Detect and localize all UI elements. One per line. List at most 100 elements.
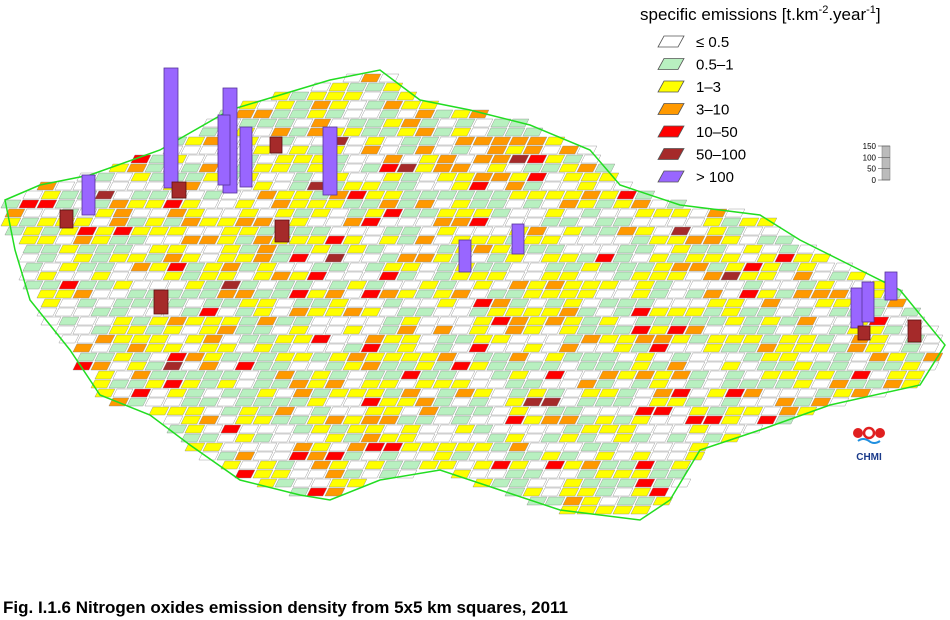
- grid-tile: [400, 388, 422, 398]
- grid-tile: [760, 316, 782, 326]
- grid-tile: [292, 370, 314, 380]
- grid-tile: [594, 307, 616, 317]
- grid-tile: [472, 244, 494, 254]
- grid-tile: [688, 208, 710, 218]
- grid-tile: [144, 343, 166, 353]
- grid-tile: [180, 361, 202, 371]
- grid-tile: [400, 262, 422, 272]
- grid-tile: [576, 433, 598, 443]
- grid-tile: [382, 424, 404, 434]
- grid-tile: [612, 469, 634, 479]
- grid-tile: [526, 208, 548, 218]
- grid-tile: [40, 244, 62, 254]
- grid-tile: [846, 361, 868, 371]
- grid-tile: [22, 244, 44, 254]
- grid-tile: [882, 361, 904, 371]
- grid-tile: [378, 91, 400, 101]
- grid-tile: [540, 181, 562, 191]
- grid-tile: [706, 262, 728, 272]
- grid-tile: [882, 307, 904, 317]
- grid-tile: [814, 298, 836, 308]
- grid-tile: [346, 100, 368, 110]
- grid-tile: [562, 208, 584, 218]
- grid-tile: [328, 352, 350, 362]
- grid-tile: [468, 181, 490, 191]
- grid-tile: [450, 163, 472, 173]
- grid-tile: [220, 334, 242, 344]
- grid-tile: [184, 190, 206, 200]
- grid-tile: [288, 397, 310, 407]
- grid-tile: [576, 469, 598, 479]
- grid-tile: [274, 316, 296, 326]
- grid-tile: [328, 316, 350, 326]
- grid-tile: [720, 325, 742, 335]
- grid-tile: [814, 352, 836, 362]
- grid-tile: [526, 406, 548, 416]
- grid-tile: [414, 163, 436, 173]
- grid-tile: [238, 226, 260, 236]
- grid-tile: [324, 361, 346, 371]
- grid-tile: [396, 145, 418, 155]
- grid-tile: [472, 370, 494, 380]
- grid-tile: [90, 325, 112, 335]
- grid-tile: [54, 235, 76, 245]
- grid-tile: [310, 424, 332, 434]
- grid-tile: [324, 253, 346, 263]
- grid-tile: [670, 334, 692, 344]
- grid-tile: [252, 343, 274, 353]
- grid-tile: [594, 487, 616, 497]
- grid-tile: [130, 226, 152, 236]
- grid-tile: [342, 415, 364, 425]
- grid-tile: [378, 163, 400, 173]
- grid-tile: [58, 262, 80, 272]
- grid-tile: [202, 244, 224, 254]
- grid-tile: [36, 235, 58, 245]
- grid-tile: [310, 334, 332, 344]
- grid-tile: [616, 208, 638, 218]
- grid-tile: [112, 172, 134, 182]
- grid-tile: [108, 379, 130, 389]
- grid-tile: [630, 325, 652, 335]
- grid-tile: [364, 262, 386, 272]
- grid-tile: [256, 244, 278, 254]
- grid-tile: [724, 406, 746, 416]
- grid-tile: [666, 325, 688, 335]
- grid-tile: [778, 262, 800, 272]
- grid-tile: [688, 226, 710, 236]
- grid-tile: [238, 424, 260, 434]
- grid-tile: [486, 397, 508, 407]
- grid-tile: [522, 199, 544, 209]
- grid-tile: [180, 397, 202, 407]
- grid-tile: [220, 460, 242, 470]
- grid-tile: [346, 442, 368, 452]
- grid-tile: [328, 280, 350, 290]
- grid-tile: [454, 370, 476, 380]
- grid-tile: [72, 235, 94, 245]
- grid-tile: [436, 388, 458, 398]
- grid-tile: [414, 181, 436, 191]
- grid-tile: [526, 352, 548, 362]
- grid-tile: [418, 334, 440, 344]
- grid-tile: [630, 433, 652, 443]
- grid-tile: [184, 208, 206, 218]
- grid-tile: [180, 145, 202, 155]
- grid-tile: [468, 415, 490, 425]
- grid-tile: [468, 397, 490, 407]
- grid-tile: [540, 307, 562, 317]
- grid-tile: [634, 316, 656, 326]
- grid-tile: [360, 271, 382, 281]
- grid-tile: [310, 388, 332, 398]
- grid-tile: [310, 118, 332, 128]
- grid-tile: [468, 361, 490, 371]
- grid-tile: [882, 325, 904, 335]
- grid-tile: [720, 217, 742, 227]
- grid-tile: [382, 118, 404, 128]
- grid-tile: [522, 451, 544, 461]
- grid-tile: [342, 253, 364, 263]
- grid-tile: [130, 172, 152, 182]
- grid-tile: [810, 379, 832, 389]
- grid-tile: [234, 469, 256, 479]
- grid-tile: [648, 451, 670, 461]
- grid-tile: [580, 316, 602, 326]
